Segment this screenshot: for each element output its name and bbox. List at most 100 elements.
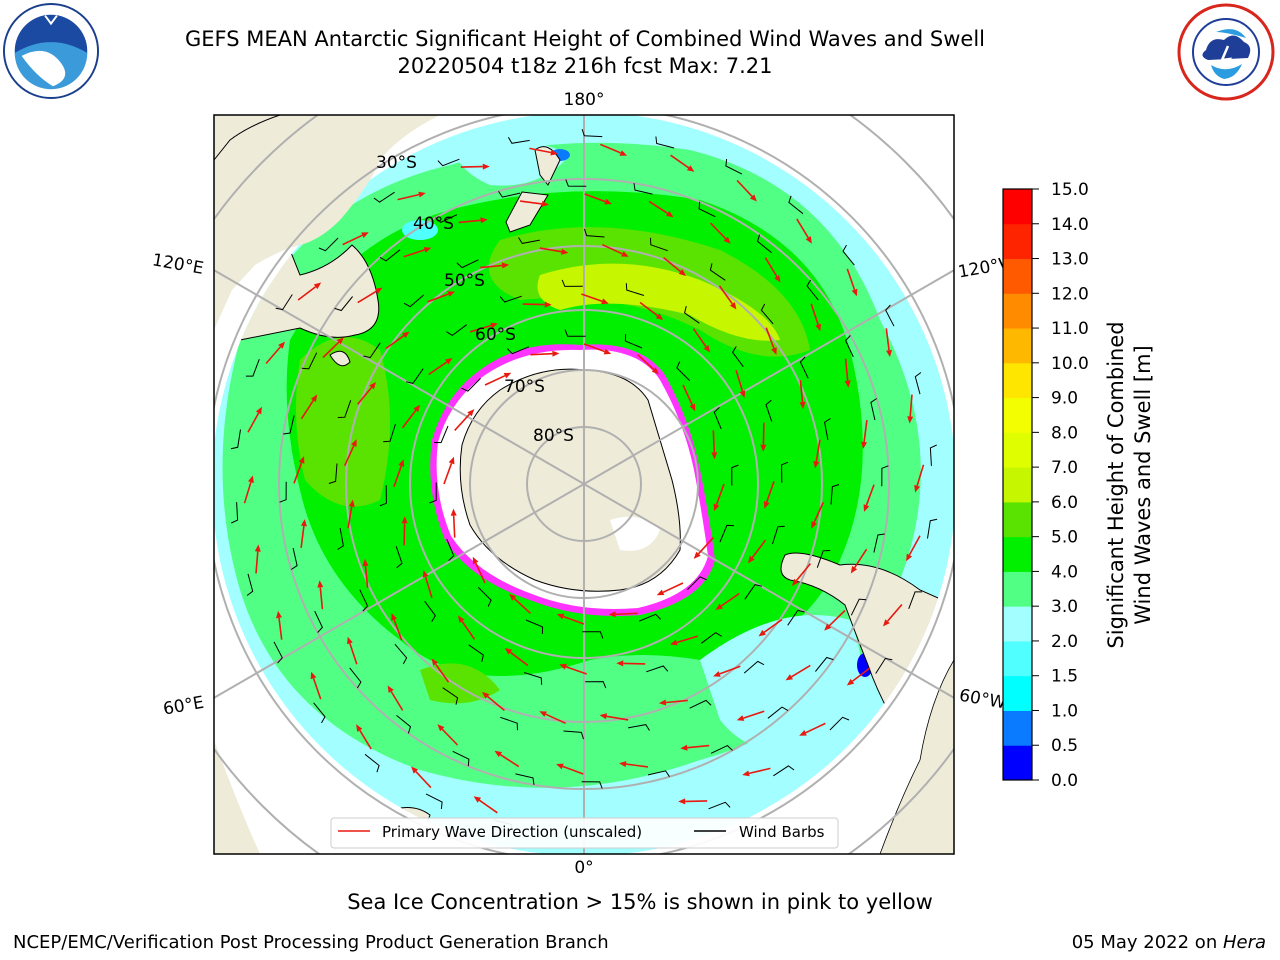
wave-direction-arrowhead	[689, 403, 696, 412]
wave-direction-arrow	[815, 439, 821, 462]
colorbar-tick-label: 1.0	[1051, 701, 1078, 721]
wave-direction-arrow	[909, 394, 913, 417]
colorbar-segment	[1003, 189, 1032, 225]
wave-direction-arrow	[795, 563, 812, 582]
wave-direction-arrowhead	[494, 750, 502, 758]
wind-barb	[655, 136, 675, 149]
wave-direction-arrow	[293, 462, 303, 484]
wave-direction-arrow	[522, 303, 545, 306]
wind-barb	[349, 667, 362, 689]
wind-barb	[383, 423, 396, 443]
wave-direction-arrowhead	[361, 232, 369, 238]
wind-barb	[731, 346, 744, 367]
wave-direction-arrowhead	[655, 313, 664, 320]
wind-barb	[507, 346, 530, 355]
wave-direction-arrow	[319, 587, 324, 610]
wind-barb	[328, 463, 338, 484]
wind-barb	[442, 687, 459, 705]
wind-barb	[337, 528, 344, 550]
wave-direction-arrow	[743, 710, 765, 719]
legend-primary-label: Primary Wave Direction (unscaled)	[382, 823, 642, 841]
wave-direction-arrowhead	[886, 349, 892, 358]
wave-direction-arrowhead	[411, 766, 419, 774]
wave-direction-arrowhead	[656, 589, 665, 596]
wave-direction-arrow	[762, 422, 765, 445]
wind-barb	[709, 263, 726, 281]
wave-direction-arrow	[343, 445, 355, 467]
wave-direction-arrowhead	[742, 770, 750, 777]
wave-direction-arrowhead	[298, 456, 305, 464]
wave-direction-arrowhead	[846, 678, 855, 686]
wave-direction-arrowhead	[670, 639, 678, 646]
wave-direction-arrow	[441, 728, 459, 746]
wave-direction-arrowhead	[445, 358, 453, 365]
wind-barb	[523, 672, 543, 685]
wind-barb	[452, 750, 470, 767]
wind-barb	[701, 631, 722, 644]
wave-direction-arrowhead	[387, 685, 394, 693]
colorbar-segment	[1003, 710, 1032, 746]
wind-barb	[772, 525, 785, 545]
wind-barb	[756, 234, 772, 253]
wind-barb	[379, 249, 401, 262]
wind-barb	[624, 334, 643, 349]
footer-host: Hera	[1222, 932, 1266, 953]
wave-direction-arrowhead	[310, 671, 317, 680]
wave-direction-arrowhead	[504, 648, 513, 655]
wave-direction-arrow	[435, 663, 450, 683]
wave-direction-arrowhead	[422, 570, 429, 578]
wind-barb	[379, 485, 387, 507]
wave-direction-arrowhead	[313, 282, 322, 290]
wind-barb	[743, 660, 765, 674]
wave-direction-arrowhead	[799, 730, 807, 736]
wind-barb	[713, 407, 722, 430]
lat-label-40s: 40°S	[413, 214, 454, 234]
wave-direction-arrow	[486, 695, 505, 712]
wind-barb	[710, 745, 733, 754]
wave-direction-arrow	[563, 615, 585, 625]
wave-direction-arrow	[676, 635, 699, 644]
wave-direction-arrowhead	[472, 556, 479, 565]
colorbar-tick-label: 13.0	[1051, 250, 1089, 270]
wind-barb	[584, 228, 605, 238]
wave-direction-arrow	[709, 222, 727, 240]
wave-direction-arrowhead	[375, 287, 383, 294]
wave-direction-arrow	[390, 691, 404, 711]
wind-barb	[581, 128, 603, 138]
wave-direction-arrowhead	[774, 275, 781, 283]
wind-barb	[468, 644, 484, 663]
wind-barb	[908, 591, 923, 609]
wind-barb	[689, 699, 712, 709]
wave-direction-arrow	[565, 665, 587, 675]
wind-barb	[687, 576, 707, 591]
wind-barb	[446, 538, 455, 561]
wave-direction-arrowhead	[715, 603, 723, 610]
colorbar-segment	[1003, 501, 1032, 538]
wave-direction-arrowhead	[248, 475, 254, 484]
wave-direction-arrowhead	[402, 331, 410, 339]
wave-direction-arrowhead	[713, 503, 720, 512]
lat-label-70s: 70°S	[504, 377, 545, 397]
wave-direction-arrow	[427, 293, 449, 303]
wind-barb	[914, 372, 922, 395]
wind-barb	[767, 706, 789, 719]
colorbar-segment	[1003, 432, 1032, 468]
wave-direction-arrow	[452, 515, 456, 538]
wave-direction-arrowhead	[844, 380, 851, 388]
wave-direction-arrowhead	[861, 441, 868, 449]
wave-direction-arrowhead	[815, 323, 821, 332]
wave-direction-arrow	[765, 327, 775, 349]
footer-credit: NCEP/EMC/Verification Post Processing Pr…	[13, 932, 609, 953]
wind-barb	[676, 361, 691, 381]
wind-barb	[628, 724, 650, 731]
wave-direction-arrowhead	[658, 699, 667, 706]
colorbar-segment	[1003, 258, 1032, 294]
legend-barbs-label: Wind Barbs	[739, 823, 825, 841]
sea-ice-note: Sea Ice Concentration > 15% is shown in …	[347, 890, 933, 914]
wave-direction-arrow	[639, 301, 659, 317]
wave-direction-arrow	[529, 147, 552, 154]
wave-direction-arrowhead	[693, 551, 701, 559]
wave-direction-arrow	[736, 179, 753, 197]
wave-direction-arrow	[403, 249, 425, 258]
wave-direction-arrowhead	[850, 566, 858, 574]
